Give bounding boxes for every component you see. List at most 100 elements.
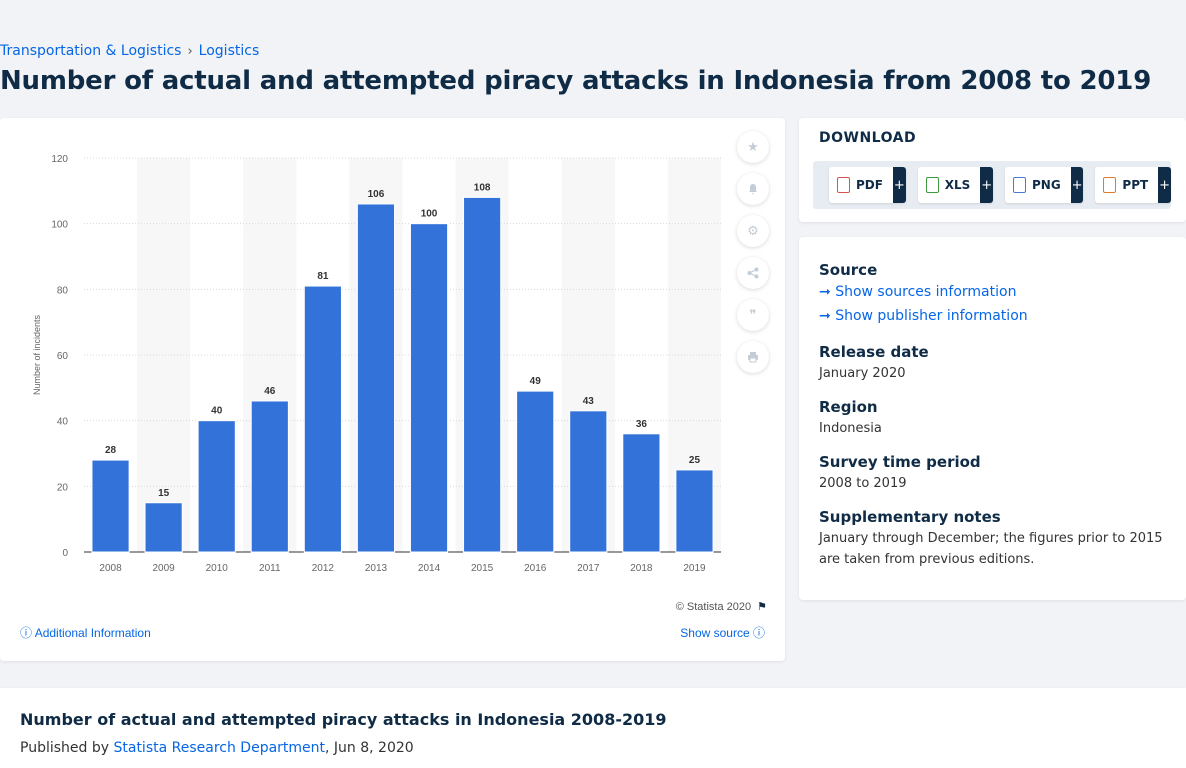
bar-chart: 0 20 40 60 80 100 120 Number of incidents 28 2008…: [32, 154, 721, 574]
y-axis-label: Number of incidents: [32, 314, 42, 395]
download-card: DOWNLOAD PDF + XLS + PNG + PPT +: [799, 118, 1186, 222]
x-tick-label: 2008: [99, 563, 122, 574]
download-ppt-button[interactable]: PPT +: [1095, 167, 1171, 203]
statistic-description-card: Number of actual and attempted piracy at…: [0, 688, 1186, 768]
info-icon: ⓘ: [752, 626, 765, 640]
x-tick-label: 2009: [153, 563, 176, 574]
download-buttons: PDF + XLS + PNG + PPT +: [813, 161, 1171, 209]
bar-data-label: 36: [636, 419, 648, 430]
survey-period-heading: Survey time period: [819, 453, 981, 471]
show-sources-link[interactable]: ➞ Show sources information: [819, 284, 1017, 300]
bar-data-label: 106: [368, 189, 385, 200]
flag-icon[interactable]: ⚑: [757, 601, 767, 613]
notification-bell-icon[interactable]: [737, 173, 769, 205]
statistic-heading: Number of actual and attempted piracy at…: [20, 710, 667, 729]
breadcrumb-category-link[interactable]: Transportation & Logistics: [0, 43, 182, 59]
bar-data-label: 46: [264, 386, 276, 397]
bar-data-label: 49: [530, 376, 542, 387]
arrow-right-icon: ➞: [819, 308, 831, 324]
region-heading: Region: [819, 398, 878, 416]
download-title: DOWNLOAD: [819, 130, 917, 146]
download-format-label: PPT: [1122, 178, 1149, 192]
info-icon: ⓘ: [20, 626, 33, 640]
y-tick-label: 120: [51, 154, 68, 165]
x-tick-label: 2017: [577, 563, 600, 574]
print-icon[interactable]: [737, 341, 769, 373]
y-tick-label: 60: [57, 351, 69, 362]
download-format-label: PDF: [855, 178, 883, 192]
x-tick-label: 2013: [365, 563, 388, 574]
ppt-file-icon: [1103, 177, 1117, 193]
arrow-right-icon: ➞: [819, 284, 831, 300]
bar-data-label: 81: [317, 271, 329, 282]
bar: [675, 469, 714, 553]
y-tick-label: 0: [62, 548, 68, 559]
bar: [197, 420, 236, 553]
chart-card: 0 20 40 60 80 100 120 Number of incidents 28 2008…: [0, 118, 785, 661]
publish-date: , Jun 8, 2020: [325, 740, 414, 756]
bar: [516, 390, 555, 553]
chart-toolbar: ★ ⚙ ❞: [737, 131, 769, 373]
plus-icon[interactable]: +: [1158, 167, 1171, 203]
y-tick-label: 40: [57, 417, 69, 428]
bar-data-label: 40: [211, 406, 223, 417]
download-png-button[interactable]: PNG +: [1005, 167, 1084, 203]
png-file-icon: [1013, 177, 1026, 193]
download-xls-button[interactable]: XLS +: [917, 167, 994, 203]
show-source-link[interactable]: Show source ⓘ: [680, 626, 765, 640]
release-date-heading: Release date: [819, 343, 929, 361]
download-format-label: XLS: [944, 178, 971, 192]
bar: [463, 196, 502, 553]
bar-data-label: 43: [583, 396, 595, 407]
copyright-text: © Statista 2020: [675, 600, 752, 613]
author-link[interactable]: Statista Research Department: [113, 740, 326, 756]
supplementary-notes-value: January through December; the figures pr…: [819, 531, 1163, 567]
survey-period-value: 2008 to 2019: [819, 476, 907, 491]
plus-icon[interactable]: +: [980, 167, 994, 203]
bar: [303, 285, 342, 553]
bar-data-label: 25: [689, 455, 701, 466]
release-date-value: January 2020: [819, 366, 906, 381]
page-title: Number of actual and attempted piracy at…: [0, 66, 1152, 96]
download-format-label: PNG: [1031, 178, 1061, 192]
xls-file-icon: [925, 177, 939, 193]
x-tick-label: 2018: [630, 563, 653, 574]
bar: [622, 433, 661, 553]
settings-gear-icon[interactable]: ⚙: [737, 215, 769, 247]
share-icon[interactable]: [737, 257, 769, 289]
y-tick-label: 100: [51, 220, 68, 231]
bar-data-label: 100: [421, 209, 438, 220]
download-pdf-button[interactable]: PDF +: [829, 167, 906, 203]
cite-quote-icon[interactable]: ❞: [737, 299, 769, 331]
bar: [144, 502, 183, 553]
x-tick-label: 2011: [259, 563, 281, 574]
column-band: [137, 158, 191, 552]
bar-data-label: 108: [474, 182, 491, 193]
x-tick-label: 2019: [683, 563, 706, 574]
breadcrumb-subcategory-link[interactable]: Logistics: [198, 43, 260, 59]
x-tick-label: 2016: [524, 563, 547, 574]
supplementary-notes-heading: Supplementary notes: [819, 508, 1001, 526]
y-tick-label: 20: [57, 482, 69, 493]
additional-information-link[interactable]: ⓘ Additional Information: [20, 626, 151, 640]
x-tick-label: 2012: [312, 563, 335, 574]
y-tick-label: 80: [57, 285, 69, 296]
x-tick-label: 2010: [206, 563, 229, 574]
bar: [569, 410, 608, 553]
breadcrumb-separator: ›: [187, 43, 193, 59]
source-heading: Source: [819, 261, 878, 279]
plus-icon[interactable]: +: [892, 167, 906, 203]
bar-data-label: 28: [105, 445, 117, 456]
bar: [250, 400, 289, 553]
breadcrumb: Transportation & Logistics › Logistics: [0, 43, 259, 59]
published-by: Published by Statista Research Departmen…: [20, 740, 414, 756]
chart-copyright: © Statista 2020 ⚑: [675, 600, 767, 614]
show-publisher-link[interactable]: ➞ Show publisher information: [819, 308, 1028, 324]
favorite-star-icon[interactable]: ★: [737, 131, 769, 163]
pdf-file-icon: [837, 177, 850, 193]
bar-data-label: 15: [158, 488, 170, 499]
plus-icon[interactable]: +: [1070, 167, 1084, 203]
bar: [409, 223, 449, 553]
x-tick-label: 2014: [418, 563, 441, 574]
region-value: Indonesia: [819, 421, 882, 436]
